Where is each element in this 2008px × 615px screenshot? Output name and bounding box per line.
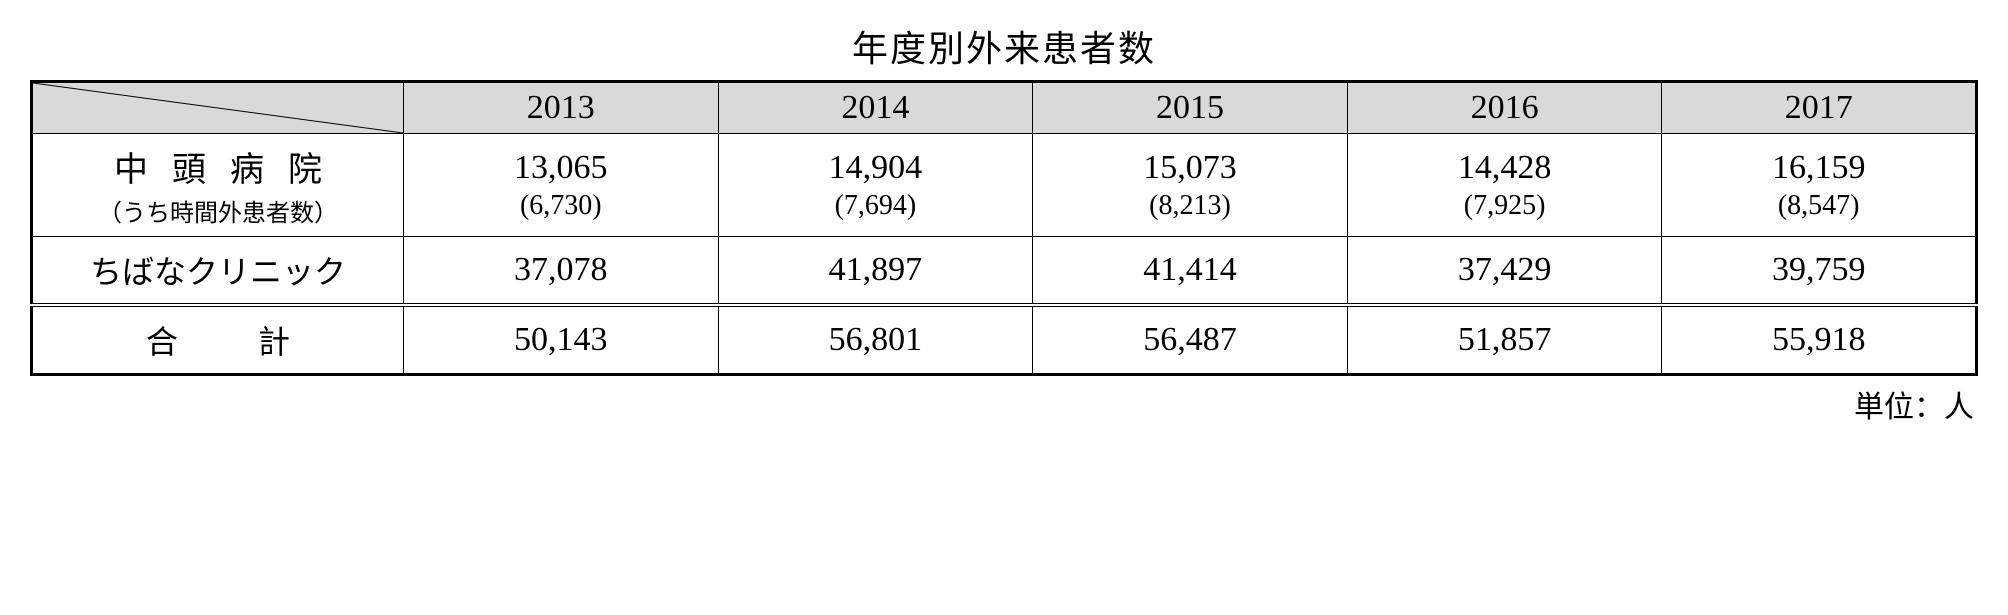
year-header: 2015 — [1033, 82, 1348, 134]
cell-value: 14,904 — [719, 148, 1033, 189]
cell-subvalue: (6,730) — [404, 189, 718, 223]
row-label: ちばなクリニック — [32, 237, 404, 306]
data-cell: 41,414 — [1033, 237, 1348, 306]
unit-label: 単位：人 — [30, 382, 1978, 426]
total-cell: 51,857 — [1347, 305, 1662, 375]
cell-value: 14,428 — [1348, 148, 1662, 189]
cell-value: 15,073 — [1033, 148, 1347, 189]
data-cell: 14,904 (7,694) — [718, 134, 1033, 237]
row-label: 中頭病院 （うち時間外患者数） — [32, 134, 404, 237]
table-row: 中頭病院 （うち時間外患者数） 13,065 (6,730) 14,904 (7… — [32, 134, 1977, 237]
patient-count-table: 2013 2014 2015 2016 2017 中頭病院 （うち時間外患者数）… — [30, 80, 1978, 376]
year-header: 2017 — [1662, 82, 1977, 134]
data-cell: 37,429 — [1347, 237, 1662, 306]
cell-subvalue: (7,925) — [1348, 189, 1662, 223]
cell-value: 16,159 — [1662, 148, 1975, 189]
row-label-primary: 合計 — [66, 324, 370, 360]
header-row: 2013 2014 2015 2016 2017 — [32, 82, 1977, 134]
total-cell: 56,487 — [1033, 305, 1348, 375]
total-cell: 55,918 — [1662, 305, 1977, 375]
row-label-primary: 中頭病院 — [33, 142, 403, 191]
cell-value: 13,065 — [404, 148, 718, 189]
table-row: ちばなクリニック 37,078 41,897 41,414 37,429 39,… — [32, 237, 1977, 306]
year-header: 2014 — [718, 82, 1033, 134]
table-title: 年度別外来患者数 — [30, 20, 1978, 72]
data-cell: 39,759 — [1662, 237, 1977, 306]
total-cell: 56,801 — [718, 305, 1033, 375]
cell-subvalue: (8,213) — [1033, 189, 1347, 223]
cell-subvalue: (7,694) — [719, 189, 1033, 223]
data-cell: 15,073 (8,213) — [1033, 134, 1348, 237]
total-row: 合計 50,143 56,801 56,487 51,857 55,918 — [32, 305, 1977, 375]
cell-subvalue: (8,547) — [1662, 189, 1975, 223]
row-label-secondary: （うち時間外患者数） — [33, 193, 403, 228]
data-cell: 14,428 (7,925) — [1347, 134, 1662, 237]
total-cell: 50,143 — [404, 305, 719, 375]
data-cell: 37,078 — [404, 237, 719, 306]
row-label-primary: ちばなクリニック — [90, 254, 346, 290]
total-label: 合計 — [32, 305, 404, 375]
year-header: 2013 — [404, 82, 719, 134]
data-cell: 16,159 (8,547) — [1662, 134, 1977, 237]
data-cell: 13,065 (6,730) — [404, 134, 719, 237]
data-cell: 41,897 — [718, 237, 1033, 306]
year-header: 2016 — [1347, 82, 1662, 134]
header-corner-cell — [32, 82, 404, 134]
